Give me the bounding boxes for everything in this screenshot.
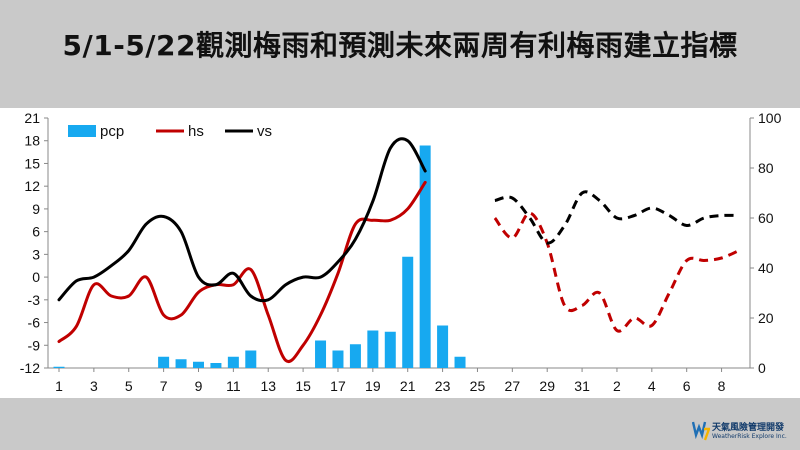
chart-title: 5/1-5/22觀測梅雨和預測未來兩周有利梅雨建立指標 — [62, 29, 738, 62]
pcp-bar — [245, 350, 257, 368]
x-tick-label: 25 — [470, 378, 486, 394]
right-tick-label: 60 — [758, 210, 774, 226]
left-tick-label: 6 — [32, 224, 40, 240]
left-tick-label: 15 — [24, 155, 40, 171]
left-tick-label: -3 — [28, 292, 41, 308]
pcp-bar — [175, 359, 187, 368]
right-tick-label: 20 — [758, 310, 774, 326]
pcp-bar — [227, 356, 239, 368]
left-tick-label: 3 — [32, 246, 40, 262]
x-tick-label: 5 — [125, 378, 133, 394]
x-tick-label: 31 — [574, 378, 590, 394]
left-tick-label: -6 — [28, 315, 41, 331]
title-bar — [0, 0, 800, 108]
pcp-bar — [349, 344, 361, 368]
pcp-bar — [158, 356, 170, 368]
chart-panel — [0, 108, 800, 398]
legend-pcp-label: pcp — [100, 123, 124, 140]
x-tick-label: 23 — [435, 378, 451, 394]
x-tick-label: 2 — [613, 378, 621, 394]
logo-name-en: WeatherRisk Explore Inc. — [712, 433, 787, 440]
right-tick-label: 80 — [758, 160, 774, 176]
pcp-bar — [53, 366, 65, 368]
left-tick-label: 18 — [24, 133, 40, 149]
pcp-bar — [454, 356, 466, 368]
x-tick-label: 11 — [226, 378, 241, 394]
logo-name-cn: 天氣風險管理開發 — [712, 423, 785, 433]
left-tick-label: 0 — [32, 269, 40, 285]
x-tick-label: 8 — [718, 378, 726, 394]
legend-pcp-swatch — [68, 125, 96, 137]
x-tick-label: 27 — [505, 378, 521, 394]
logo-mark-icon — [692, 421, 710, 441]
pcp-bar — [367, 330, 379, 368]
x-tick-label: 13 — [260, 378, 276, 394]
right-tick-label: 40 — [758, 260, 774, 276]
left-tick-label: 12 — [24, 178, 40, 194]
pcp-bar — [402, 256, 414, 368]
footer-bar — [0, 398, 800, 450]
legend-hs-label: hs — [188, 123, 204, 140]
x-tick-label: 15 — [295, 378, 311, 394]
pcp-bar — [384, 331, 396, 368]
right-tick-label: 0 — [758, 360, 766, 376]
right-tick-label: 100 — [758, 110, 782, 126]
pcp-bar — [315, 340, 327, 368]
x-tick-label: 7 — [160, 378, 168, 394]
vs-line-solid — [57, 137, 427, 303]
pcp-bar — [332, 350, 344, 368]
x-tick-label: 9 — [195, 378, 203, 394]
x-tick-label: 19 — [365, 378, 381, 394]
x-tick-label: 17 — [330, 378, 346, 394]
left-tick-label: 9 — [32, 201, 40, 217]
x-tick-label: 4 — [648, 378, 656, 394]
left-tick-label: -9 — [28, 337, 41, 353]
hs-line-dashed — [493, 211, 740, 333]
x-tick-label: 29 — [539, 378, 555, 394]
pcp-bar — [419, 145, 431, 368]
x-tick-label: 21 — [400, 378, 416, 394]
x-tick-label: 1 — [55, 378, 63, 394]
left-tick-label: -12 — [20, 360, 40, 376]
pcp-bar — [192, 361, 204, 368]
pcp-bar — [210, 363, 222, 368]
left-tick-label: 21 — [24, 110, 40, 126]
x-tick-label: 6 — [683, 378, 691, 394]
x-tick-label: 3 — [90, 378, 98, 394]
vs-line-dashed — [494, 190, 740, 245]
pcp-bar — [437, 325, 449, 368]
legend-vs-label: vs — [257, 123, 272, 140]
